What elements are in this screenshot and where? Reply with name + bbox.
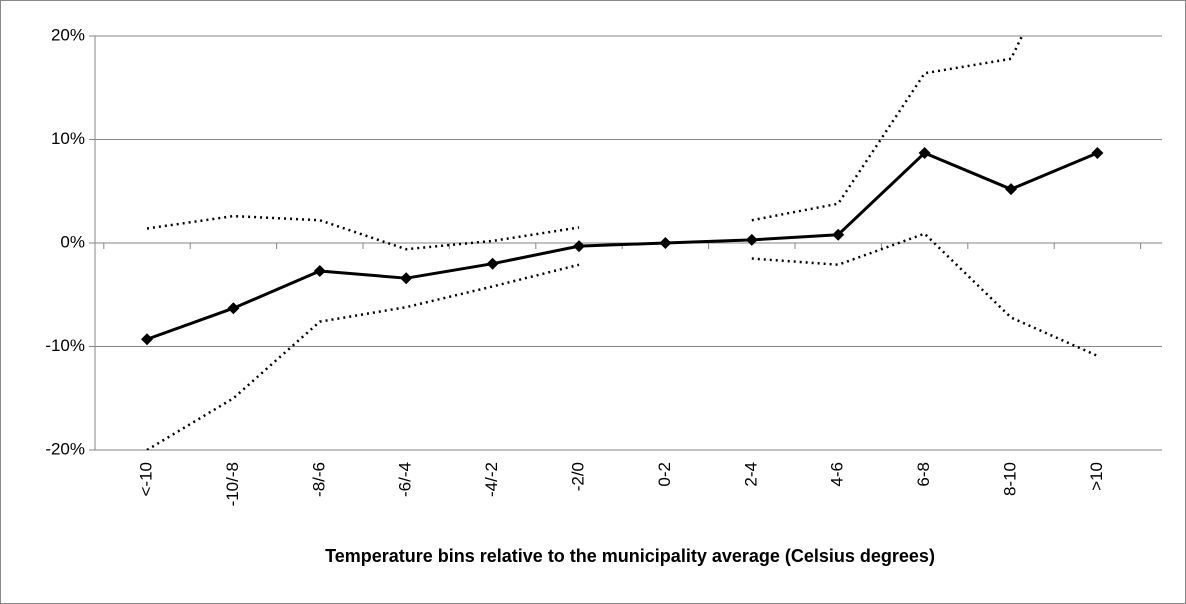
x-tick-label: >10 bbox=[1087, 462, 1106, 491]
x-tick-label: 6-8 bbox=[914, 462, 933, 487]
x-tick-label: 8-10 bbox=[1000, 462, 1019, 496]
x-tick-label: <-10 bbox=[136, 462, 155, 497]
y-tick-label: 20% bbox=[51, 25, 85, 44]
marker bbox=[141, 333, 153, 346]
marker bbox=[227, 302, 240, 315]
x-tick-label: 0-2 bbox=[655, 462, 674, 487]
plot-area bbox=[141, 36, 1104, 450]
marker bbox=[745, 233, 758, 246]
y-tick-label: -20% bbox=[45, 439, 85, 458]
y-tick-label: 0% bbox=[60, 232, 85, 251]
x-tick-label: -10/-8 bbox=[223, 462, 242, 506]
marker bbox=[659, 237, 672, 249]
marker bbox=[832, 228, 845, 241]
marker bbox=[400, 272, 413, 285]
marker bbox=[1091, 146, 1104, 159]
marker bbox=[918, 146, 931, 159]
x-tick-label: 2-4 bbox=[741, 462, 760, 487]
x-tick-label: -6/-4 bbox=[396, 462, 415, 497]
x-axis-title: Temperature bins relative to the municip… bbox=[325, 546, 935, 566]
marker bbox=[573, 240, 585, 253]
x-tick-label: -2/0 bbox=[568, 462, 587, 491]
series-line bbox=[146, 36, 1024, 251]
x-tick-label: -8/-6 bbox=[309, 462, 328, 497]
x-tick-label: -4/-2 bbox=[482, 462, 501, 497]
x-tick-label: 4-6 bbox=[828, 462, 847, 487]
marker bbox=[486, 257, 499, 270]
marker bbox=[313, 264, 326, 277]
series-line bbox=[146, 232, 1098, 450]
series-line bbox=[146, 151, 1098, 341]
y-tick-label: -10% bbox=[45, 336, 85, 355]
y-tick-label: 10% bbox=[51, 129, 85, 148]
marker bbox=[1005, 183, 1017, 196]
